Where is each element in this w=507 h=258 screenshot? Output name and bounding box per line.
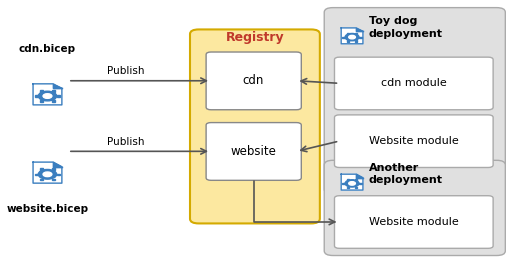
Bar bbox=[355, 33, 357, 34]
Text: cdn module: cdn module bbox=[381, 78, 447, 88]
Polygon shape bbox=[33, 84, 62, 105]
Bar bbox=[52, 100, 55, 102]
Bar bbox=[52, 90, 55, 92]
Bar bbox=[35, 95, 38, 97]
Text: cdn.bicep: cdn.bicep bbox=[19, 44, 76, 54]
Text: website: website bbox=[231, 145, 276, 158]
Bar bbox=[57, 174, 60, 175]
Bar bbox=[347, 41, 349, 42]
Polygon shape bbox=[341, 174, 363, 190]
Text: Registry: Registry bbox=[226, 31, 284, 44]
Circle shape bbox=[43, 172, 52, 177]
Polygon shape bbox=[33, 162, 62, 183]
Polygon shape bbox=[356, 174, 363, 178]
Bar bbox=[35, 174, 38, 175]
Bar bbox=[342, 37, 345, 38]
Text: website.bicep: website.bicep bbox=[7, 204, 89, 214]
Polygon shape bbox=[53, 162, 62, 167]
Text: cdn: cdn bbox=[243, 74, 264, 87]
Circle shape bbox=[38, 91, 57, 101]
Text: Website module: Website module bbox=[369, 136, 458, 146]
FancyBboxPatch shape bbox=[206, 52, 301, 110]
Bar bbox=[347, 187, 349, 188]
Bar bbox=[52, 168, 55, 170]
Text: Website module: Website module bbox=[369, 217, 458, 227]
Text: Publish: Publish bbox=[107, 137, 144, 147]
Text: Publish: Publish bbox=[107, 66, 144, 76]
FancyBboxPatch shape bbox=[335, 196, 493, 248]
Bar bbox=[41, 168, 44, 170]
FancyBboxPatch shape bbox=[335, 57, 493, 110]
Circle shape bbox=[345, 34, 359, 41]
Bar bbox=[355, 179, 357, 180]
Circle shape bbox=[38, 170, 57, 179]
FancyBboxPatch shape bbox=[206, 123, 301, 180]
Circle shape bbox=[349, 35, 355, 39]
Circle shape bbox=[345, 180, 359, 187]
Bar bbox=[57, 95, 60, 97]
Bar bbox=[41, 90, 44, 92]
Bar bbox=[342, 183, 345, 184]
Bar bbox=[355, 41, 357, 42]
Bar bbox=[359, 183, 361, 184]
Bar bbox=[52, 179, 55, 180]
Polygon shape bbox=[356, 28, 363, 31]
Bar bbox=[355, 187, 357, 188]
FancyBboxPatch shape bbox=[190, 29, 320, 223]
Text: Another
deployment: Another deployment bbox=[369, 163, 443, 185]
Bar bbox=[347, 33, 349, 34]
Polygon shape bbox=[341, 28, 363, 44]
Bar bbox=[359, 37, 361, 38]
Bar bbox=[347, 179, 349, 180]
Bar bbox=[41, 100, 44, 102]
Circle shape bbox=[349, 182, 355, 185]
Text: Toy dog
deployment: Toy dog deployment bbox=[369, 17, 443, 39]
FancyBboxPatch shape bbox=[324, 8, 505, 194]
Circle shape bbox=[43, 94, 52, 98]
Polygon shape bbox=[53, 84, 62, 88]
FancyBboxPatch shape bbox=[324, 160, 505, 255]
FancyBboxPatch shape bbox=[335, 115, 493, 167]
Bar bbox=[41, 179, 44, 180]
